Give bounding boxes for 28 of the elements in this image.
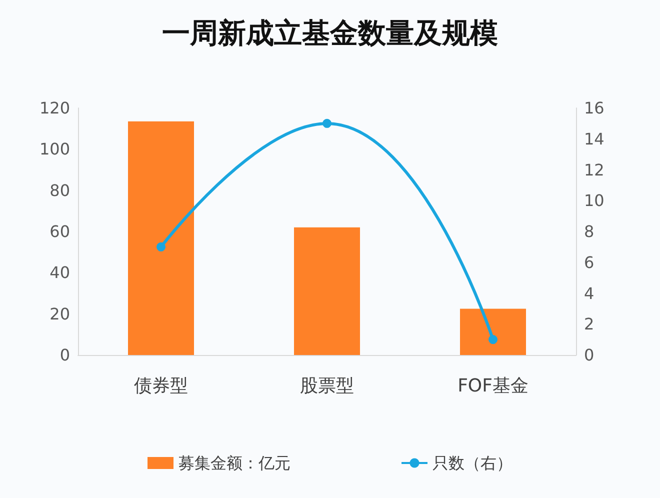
x-tick-label: 债券型: [134, 376, 188, 396]
bar: [294, 227, 360, 355]
y2-tick-label: 14: [584, 129, 604, 148]
x-tick-label: 股票型: [300, 376, 354, 396]
y2-tick-label: 16: [584, 98, 604, 118]
y-tick-label: 0: [60, 346, 70, 364]
y-tick-label: 40: [50, 263, 70, 282]
y2-tick-label: 6: [584, 252, 594, 272]
y-tick-label: 100: [39, 140, 70, 159]
y2-tick-label: 8: [584, 222, 594, 241]
y2-tick-label: 0: [584, 346, 594, 364]
y-tick-label: 120: [39, 98, 70, 118]
bar: [460, 308, 526, 355]
y2-tick-label: 10: [584, 191, 604, 210]
point: [488, 335, 498, 344]
y-tick-label: 80: [50, 180, 70, 200]
point: [322, 118, 332, 128]
legend-label: 只数（右）: [432, 454, 512, 472]
bar: [128, 121, 194, 355]
legend-label: 募集金额：亿元: [178, 454, 290, 472]
y2-tick-label: 2: [584, 314, 594, 334]
y2-tick-label: 12: [584, 160, 604, 180]
x-tick-label: FOF基金: [458, 376, 528, 396]
chart-title: 一周新成立基金数量及规模: [162, 16, 498, 50]
y2-tick-label: 4: [584, 284, 594, 303]
y-tick-label: 60: [50, 222, 70, 241]
point: [156, 242, 166, 252]
y-tick-label: 20: [50, 304, 70, 324]
